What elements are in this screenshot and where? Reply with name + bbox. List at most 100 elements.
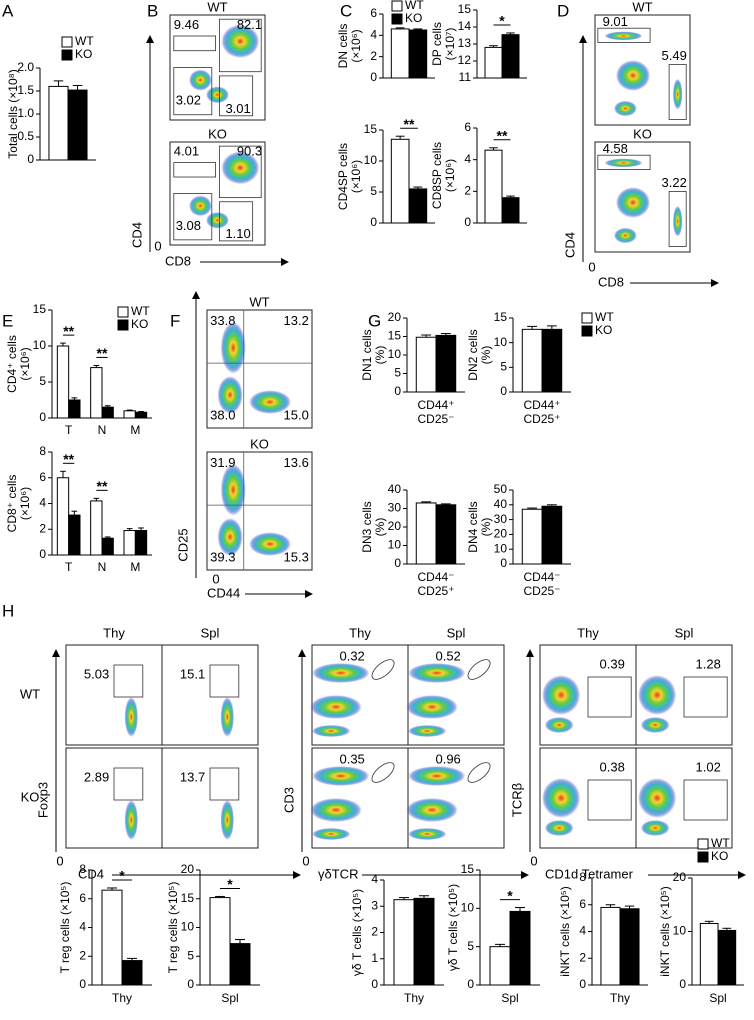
y-tick-label: 20: [673, 870, 687, 884]
y-tick-label: 6: [464, 120, 471, 134]
gate: [683, 676, 728, 718]
y-tick-label: 0: [500, 556, 507, 570]
gate: [218, 201, 254, 242]
bar: [90, 367, 103, 419]
error-bar: [93, 364, 100, 368]
y-axis-label: CD4SP cells: [336, 143, 350, 210]
error-bar: [704, 920, 714, 924]
x-axis-label: CD44⁺: [523, 398, 560, 412]
significance: *: [227, 876, 233, 892]
error-bar: [722, 927, 732, 931]
error-bar: [71, 397, 78, 400]
x-axis-label: Spl: [501, 991, 518, 1005]
gate-label: 15.3: [284, 550, 309, 565]
gate: [173, 193, 213, 241]
y-tick-label: 5: [187, 948, 194, 962]
legend-swatch: [391, 13, 403, 25]
x-axis-label: CD8: [598, 274, 624, 289]
legend-swatch: [581, 312, 593, 324]
x-tick-label: T: [65, 560, 73, 574]
gate-label: 90.3: [237, 144, 262, 159]
gate-label: 31.9: [210, 455, 235, 470]
y-axis-label: iNKT cells (×10⁵): [558, 886, 572, 976]
x-axis-label: Thy: [610, 991, 630, 1005]
density: [615, 60, 651, 91]
error-bar: [413, 186, 423, 189]
y-axis-label: CD4: [562, 232, 577, 258]
gate-label: 3.22: [662, 175, 687, 190]
flow-plot: [311, 644, 409, 746]
gate-label: 0.35: [339, 751, 364, 766]
x-axis-label: CD25⁺: [417, 584, 454, 598]
y-tick-label: 10: [494, 335, 508, 349]
bar: [209, 897, 231, 986]
error-bar: [126, 409, 133, 411]
y-tick-label: 0.5: [17, 129, 34, 143]
gate-label: 0.38: [600, 759, 625, 774]
error-bar: [399, 897, 409, 900]
gate: [467, 659, 491, 680]
y-tick-label: 20: [388, 310, 402, 324]
gate-label: 2.89: [84, 769, 109, 784]
plot-title: KO: [208, 126, 227, 141]
legend-swatch: [697, 838, 709, 850]
bar: [121, 960, 143, 986]
gate-label: 4.58: [603, 141, 628, 156]
bar: [415, 336, 437, 393]
legend-swatch: [391, 0, 403, 12]
bar: [390, 138, 410, 224]
y-axis-label: (×10⁶): [18, 487, 32, 520]
y-axis-label: Total cells (×10⁸): [6, 69, 20, 158]
error-bar: [495, 943, 505, 947]
y-tick-label: 10: [33, 338, 47, 352]
plot-title: WT: [632, 0, 652, 14]
gate-label: 0.96: [435, 751, 460, 766]
density: [217, 376, 243, 414]
density: [408, 663, 466, 683]
gate: [113, 767, 144, 801]
y-tick-label: 2: [79, 948, 86, 962]
error-bar: [489, 45, 498, 48]
y-axis-label: Foxp3: [35, 782, 50, 818]
panel-letter: D: [557, 1, 569, 20]
bar: [134, 530, 148, 556]
y-tick-label: 14: [458, 19, 472, 33]
bar: [600, 906, 621, 986]
density: [312, 725, 351, 737]
gate: [587, 779, 632, 821]
bar: [390, 28, 410, 79]
significance: **: [97, 478, 108, 494]
y-tick-label: 10: [494, 541, 508, 555]
gate-label: 13.7: [180, 769, 205, 784]
y-axis-label: (×10⁶): [18, 347, 32, 380]
error-bar: [413, 28, 423, 30]
y-tick-label: 0: [39, 547, 46, 561]
y-axis-label: T reg cells (×10⁵): [166, 882, 180, 974]
error-bar: [489, 147, 498, 151]
origin-label: 0: [154, 238, 161, 253]
bar: [393, 899, 415, 986]
gate: [587, 676, 632, 718]
legend-label: KO: [595, 323, 612, 337]
error-bar: [235, 939, 245, 944]
flow-plot: [161, 747, 259, 849]
density: [220, 321, 246, 374]
gate: [371, 762, 395, 783]
column-title: Thy: [577, 625, 599, 640]
y-tick-label: 0: [39, 410, 46, 424]
y-tick-label: 0: [394, 556, 401, 570]
gate-label: 1.02: [696, 759, 721, 774]
significance: *: [119, 868, 125, 884]
y-tick-label: 20: [181, 862, 195, 876]
error-bar: [71, 510, 78, 516]
bar: [489, 946, 511, 986]
origin-label: 0: [56, 853, 63, 868]
y-tick-label: 40: [494, 497, 508, 511]
y-tick-label: 5: [394, 366, 401, 380]
y-axis-label: DN3 cells: [360, 501, 374, 552]
legend-label: KO: [405, 11, 422, 25]
y-axis-label: CD4⁺ cells: [5, 335, 19, 393]
error-bar: [104, 536, 111, 539]
density: [541, 778, 581, 818]
density: [220, 800, 234, 840]
